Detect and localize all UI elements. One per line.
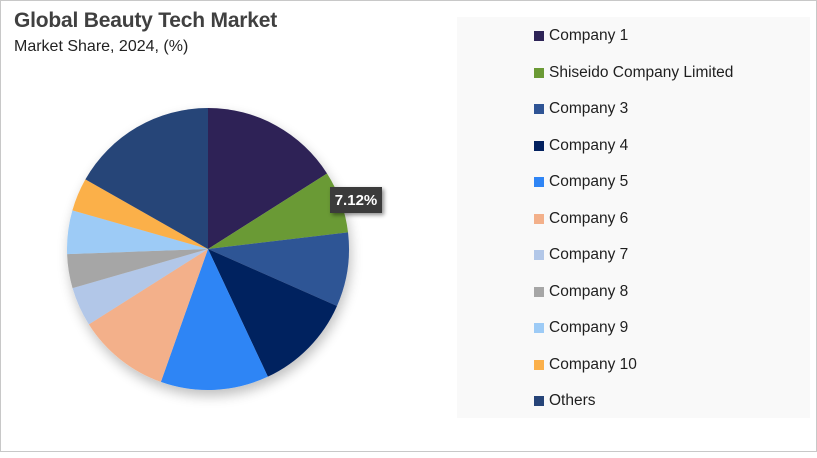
legend-item-company-9[interactable]: Company 9 xyxy=(534,318,628,338)
chart-title: Global Beauty Tech Market xyxy=(14,9,278,32)
legend: Company 1 Shiseido Company Limited Compa… xyxy=(457,17,810,418)
legend-label: Company 1 xyxy=(549,27,629,44)
chart-subtitle: Market Share, 2024, (%) xyxy=(14,38,189,55)
legend-swatch-icon xyxy=(534,359,544,370)
legend-item-company-3[interactable]: Company 3 xyxy=(534,99,628,119)
legend-label: Company 8 xyxy=(549,282,629,300)
legend-label: Company 4 xyxy=(549,136,629,154)
data-label-shiseido: 7.12% xyxy=(330,187,382,213)
legend-swatch-icon xyxy=(534,67,544,78)
pie-slice-company-4[interactable] xyxy=(208,249,337,377)
legend-swatch-icon xyxy=(534,213,544,224)
legend-item-company-6[interactable]: Company 6 xyxy=(534,209,628,229)
legend-label: Company 10 xyxy=(549,355,637,373)
pie-slice-company-7[interactable] xyxy=(72,249,208,325)
legend-label: Company 6 xyxy=(549,209,629,227)
legend-item-shiseido[interactable]: Shiseido Company Limited xyxy=(534,63,733,83)
legend-swatch-icon xyxy=(534,140,544,151)
pie-slice-company-1[interactable] xyxy=(208,108,328,249)
legend-swatch-icon xyxy=(534,31,544,41)
pie-slice-company-5[interactable] xyxy=(160,249,268,390)
pie-slice-company-8[interactable] xyxy=(67,249,208,289)
legend-label: Company 5 xyxy=(549,173,629,190)
legend-label: Company 3 xyxy=(549,100,629,117)
pie-svg xyxy=(66,108,350,390)
legend-label: Company 9 xyxy=(549,319,629,336)
legend-label: Company 7 xyxy=(549,246,629,263)
legend-item-company-4[interactable]: Company 4 xyxy=(534,136,628,156)
pie-slice-company-9[interactable] xyxy=(66,210,208,255)
pie-slice-company-3[interactable] xyxy=(208,232,350,306)
legend-swatch-icon xyxy=(534,177,544,187)
legend-label: Others xyxy=(549,392,596,409)
legend-swatch-icon xyxy=(534,104,544,114)
pie-chart xyxy=(1,1,451,453)
legend-swatch-icon xyxy=(534,323,544,333)
legend-swatch-icon xyxy=(534,396,544,406)
legend-item-company-10[interactable]: Company 10 xyxy=(534,355,637,375)
legend-item-company-8[interactable]: Company 8 xyxy=(534,282,628,302)
pie-slice-company-10[interactable] xyxy=(72,179,209,249)
legend-item-others[interactable]: Others xyxy=(534,391,596,411)
legend-swatch-icon xyxy=(534,250,544,260)
legend-swatch-icon xyxy=(534,286,544,297)
pie-slice-others[interactable] xyxy=(85,108,208,249)
legend-label: Shiseido Company Limited xyxy=(549,63,734,81)
pie-slice-company-6[interactable] xyxy=(88,249,208,382)
legend-item-company-5[interactable]: Company 5 xyxy=(534,172,628,192)
legend-item-company-1[interactable]: Company 1 xyxy=(534,26,628,46)
pie-slice-shiseido-company-limited[interactable] xyxy=(208,173,349,249)
legend-item-company-7[interactable]: Company 7 xyxy=(534,245,628,265)
